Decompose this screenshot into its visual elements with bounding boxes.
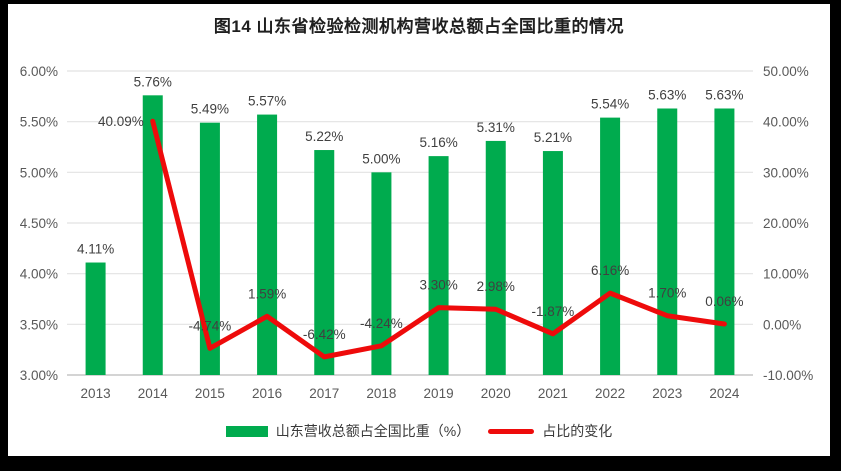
legend-item-bar-series: 山东营收总额占全国比重（%） [225, 421, 471, 441]
bar-series-swatch-icon [225, 425, 268, 437]
line-series-label: 占比的变化 [542, 423, 613, 439]
chart-panel [8, 4, 830, 456]
chart-legend: 山东营收总额占全国比重（%） 占比的变化 [8, 419, 830, 443]
bar-series-label: 山东营收总额占全国比重（%） [275, 423, 471, 439]
chart-title: 图14 山东省检验检测机构营收总额占全国比重的情况 [213, 17, 625, 36]
line-series-swatch-icon [488, 428, 535, 434]
legend-item-line-series: 占比的变化 [488, 421, 612, 441]
